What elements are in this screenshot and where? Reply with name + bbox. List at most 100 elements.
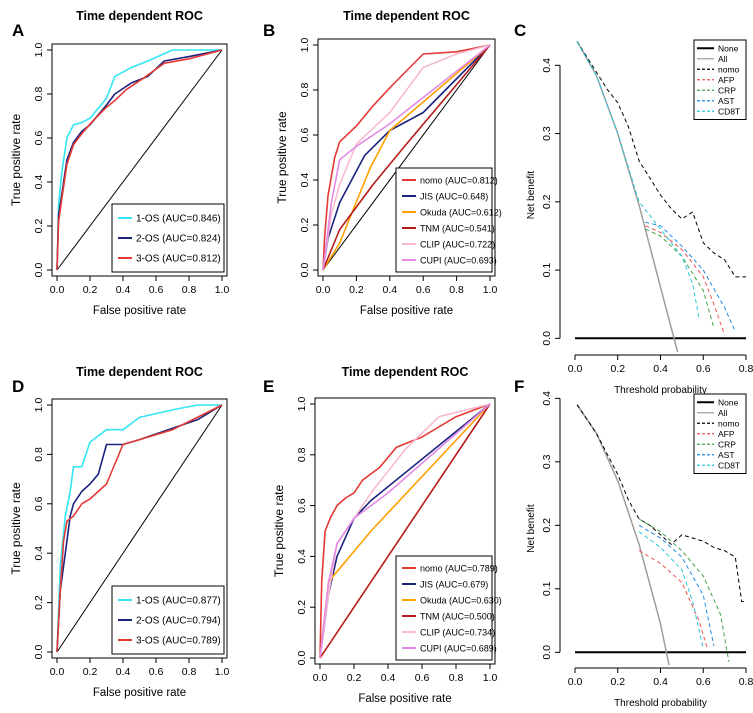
legend-label: CUPI (AUC=0.689): [420, 644, 497, 654]
series-line-1-os: [56, 49, 222, 271]
x-tick-label: 0.4: [653, 676, 668, 688]
x-tick-label: 0.2: [347, 672, 362, 684]
chart-title: Time dependent ROC: [343, 9, 470, 23]
x-tick-label: 0.6: [415, 672, 430, 684]
series-line-cupi: [319, 403, 491, 659]
panel-d: D Time dependent ROC 0.0 0.2 0.4 0.6 0.8 1.0 0.0…: [9, 365, 229, 699]
x-tick-label: 0.2: [610, 676, 625, 688]
legend-label: 1-OS (AUC=0.877): [136, 596, 221, 607]
x-tick-label: 0.0: [568, 676, 583, 688]
y-tick-label: 0.8: [299, 83, 311, 98]
series-line-cd8t: [576, 41, 700, 318]
y-tick-label: 0.6: [296, 498, 308, 513]
legend-label: AFP: [718, 429, 735, 439]
x-tick-label: 0.4: [116, 666, 131, 678]
y-tick-label: 0.0: [296, 651, 308, 666]
legend-box: [395, 555, 493, 661]
y-tick-label: 0.4: [541, 391, 553, 406]
series-line-crp: [645, 228, 715, 329]
legend-label: None: [718, 43, 739, 53]
x-tick-label: 0.6: [149, 284, 164, 296]
series-line-3-os: [56, 404, 223, 653]
x-tick-label: 0.8: [449, 672, 464, 684]
x-tick-label: 1.0: [483, 284, 498, 296]
x-tick-label: 0.4: [381, 672, 396, 684]
legend-label: All: [718, 54, 728, 64]
legend-label: CD8T: [718, 460, 740, 470]
legend-label: 3-OS (AUC=0.789): [136, 636, 221, 647]
x-tick-label: 0.8: [449, 284, 464, 296]
y-tick-label: 1.0: [33, 398, 45, 413]
x-tick-label: 1.0: [215, 284, 230, 296]
y-tick-label: 0.0: [299, 263, 311, 278]
y-tick-label: 0.8: [33, 87, 45, 102]
y-tick-label: 0.4: [296, 549, 308, 564]
x-tick-label: 0.6: [149, 666, 164, 678]
x-tick-label: 0.0: [50, 666, 65, 678]
x-tick-label: 0.6: [416, 284, 431, 296]
y-tick-label: 0.1: [541, 263, 553, 278]
x-tick-label: 0.8: [182, 284, 197, 296]
y-axis-label: Net benefit: [526, 504, 537, 553]
y-tick-label: 0.2: [299, 218, 311, 233]
legend-label: JIS (AUC=0.648): [420, 192, 488, 202]
legend-label: TNM (AUC=0.541): [420, 224, 495, 234]
chart-title: Time dependent ROC: [76, 9, 203, 23]
legend-label: nomo (AUC=0.789): [420, 564, 498, 574]
panel-c: C 0.0 0.2 0.4 0.6 0.8 0.0 0.1 0.2 0.3 0.4 Threshold…: [514, 21, 753, 396]
series-line-clip: [319, 403, 491, 659]
y-axis-label: True positive rate: [9, 482, 23, 575]
x-axis-label: False positive rate: [93, 305, 186, 317]
y-tick-label: 0.2: [541, 194, 553, 209]
y-tick-label: 0.2: [541, 518, 553, 533]
x-tick-label: 1.0: [483, 672, 498, 684]
x-tick-label: 1.0: [215, 666, 230, 678]
series-line-all: [576, 404, 670, 666]
x-tick-label: 0.4: [653, 363, 668, 375]
x-tick-label: 0.0: [50, 284, 65, 296]
legend-label: All: [718, 408, 728, 418]
x-tick-label: 0.4: [382, 284, 397, 296]
series-line-cupi: [322, 44, 491, 271]
y-tick-label: 0.3: [541, 454, 553, 469]
legend: nomo (AUC=0.789) JIS (AUC=0.679) Okuda (AU…: [395, 555, 502, 661]
legend-label: CRP: [718, 85, 736, 95]
y-tick-label: 0.4: [33, 546, 45, 561]
legend-label: 2-OS (AUC=0.794): [136, 616, 221, 627]
series-line-afp: [638, 550, 708, 650]
y-tick-label: 0.2: [296, 600, 308, 615]
x-tick-label: 0.0: [316, 284, 331, 296]
legend-label: Okuda (AUC=0.630): [420, 596, 502, 606]
y-tick-label: 1.0: [33, 43, 45, 58]
series-line-ast: [638, 524, 715, 647]
y-tick-label: 0.2: [33, 219, 45, 234]
series-line-crp: [638, 518, 730, 662]
x-tick-label: 0.6: [696, 676, 711, 688]
legend-label: CUPI (AUC=0.693): [420, 256, 497, 266]
x-tick-label: 0.8: [739, 363, 753, 375]
panel-letter: B: [263, 21, 275, 40]
reference-diagonal: [322, 44, 491, 271]
y-tick-label: 0.8: [33, 447, 45, 462]
panel-b: B Time dependent ROC 0.0 0.2 0.4 0.6 0.8 1.0 0.0…: [263, 9, 502, 317]
y-axis-label: True positive rate: [272, 485, 286, 578]
y-axis-label: True positive rate: [275, 111, 289, 204]
legend-label: AST: [718, 450, 735, 460]
series-line-1-os: [56, 404, 222, 653]
legend-label: nomo: [718, 418, 740, 428]
x-tick-label: 0.2: [83, 666, 98, 678]
legend-label: CLIP (AUC=0.734): [420, 628, 495, 638]
legend-label: TNM (AUC=0.500): [420, 612, 495, 622]
reference-diagonal: [56, 404, 223, 653]
y-tick-label: 0.4: [541, 58, 553, 73]
y-tick-label: 0.0: [33, 263, 45, 278]
y-axis-label: Net benefit: [526, 171, 537, 220]
legend: 1-OS (AUC=0.877) 2-OS (AUC=0.794) 3-OS (AU…: [111, 585, 225, 655]
x-tick-label: 0.8: [182, 666, 197, 678]
y-tick-label: 0.8: [296, 447, 308, 462]
panel-letter: E: [263, 377, 274, 396]
y-tick-label: 0.0: [541, 645, 553, 660]
panel-letter: D: [12, 377, 24, 396]
panel-e: E Time dependent ROC 0.0 0.2 0.4 0.6 0.8 1.0 0.0…: [263, 365, 502, 705]
